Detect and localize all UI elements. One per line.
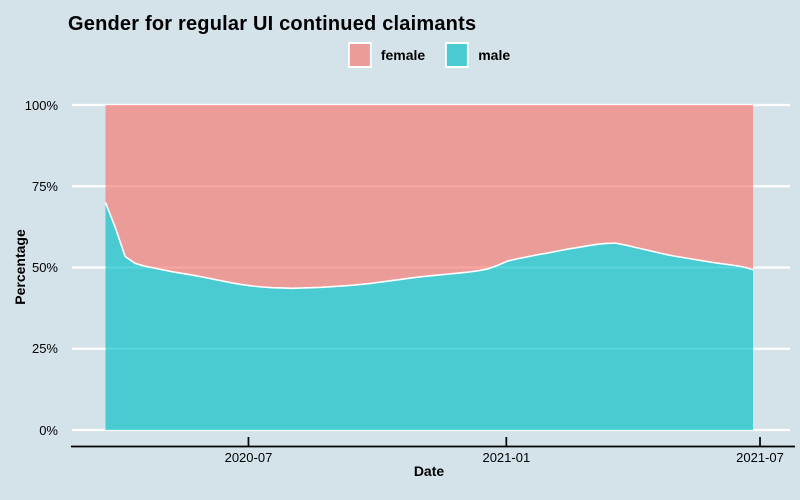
x-tick-label: 2020-07 bbox=[224, 450, 273, 465]
x-axis-title: Date bbox=[413, 463, 445, 479]
y-tick-label: 0% bbox=[39, 422, 58, 438]
legend-item-female: female bbox=[347, 42, 426, 68]
legend-item-male: male bbox=[445, 42, 510, 68]
male-swatch-icon bbox=[445, 42, 470, 68]
female-swatch-icon bbox=[347, 42, 372, 68]
x-tick-label: 2021-01 bbox=[482, 450, 531, 465]
x-tick-label: 2021-07 bbox=[736, 450, 784, 465]
male-area bbox=[105, 202, 753, 430]
y-tick-label: 75% bbox=[31, 178, 58, 194]
legend-label-male: male bbox=[478, 47, 511, 63]
y-tick-label: 25% bbox=[31, 341, 58, 357]
chart-title: Gender for regular UI continued claimant… bbox=[68, 13, 477, 35]
female-area bbox=[105, 105, 753, 289]
legend-label-female: female bbox=[380, 47, 426, 63]
y-tick-label: 100% bbox=[24, 97, 58, 113]
series-boundary-line bbox=[104, 202, 754, 290]
legend: female male bbox=[347, 42, 510, 68]
y-tick-label: 50% bbox=[31, 260, 58, 275]
